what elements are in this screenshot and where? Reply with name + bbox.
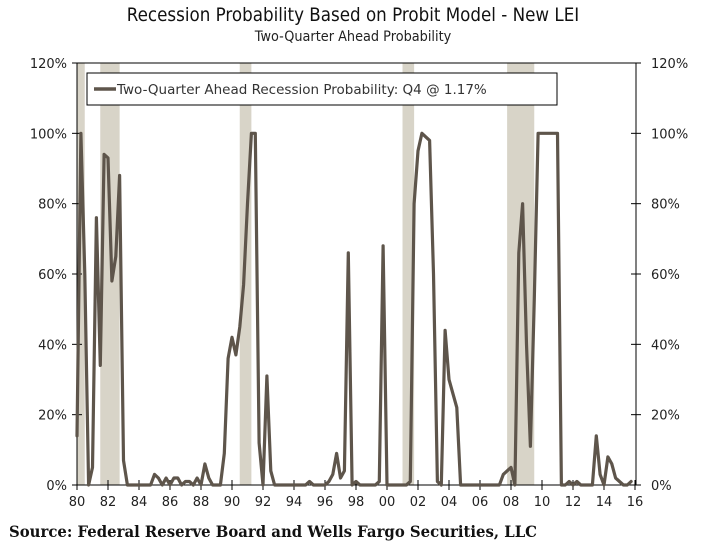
axes: 0% 0% 20% 20% 40% 40% 60% 60% 80% 80% 100% 100% 120%… (30, 57, 688, 510)
x-tick-label: 96 (317, 495, 334, 510)
series-layer (75, 131, 633, 487)
y-tick-label-right: 100% (651, 127, 688, 142)
y-tick-label-left: 0% (46, 479, 67, 494)
x-tick-label: 04 (441, 495, 458, 510)
y-tick-label-left: 120% (30, 57, 67, 72)
y-tick-label-right: 120% (651, 57, 688, 72)
y-tick-label-left: 20% (38, 409, 67, 424)
x-tick-label: 82 (100, 495, 117, 510)
x-tick-label: 86 (162, 495, 179, 510)
x-tick-label: 84 (131, 495, 148, 510)
x-tick-label: 16 (627, 495, 644, 510)
y-tick-label-left: 80% (38, 198, 67, 213)
recession-bands (77, 63, 535, 485)
x-tick-label: 98 (348, 495, 365, 510)
y-tick-label-left: 60% (38, 268, 67, 283)
x-tick-label: 06 (472, 495, 489, 510)
x-tick-label: 10 (534, 495, 551, 510)
x-tick-label: 00 (379, 495, 396, 510)
x-tick-label: 90 (224, 495, 241, 510)
y-tick-label-left: 40% (38, 338, 67, 353)
y-tick-label-right: 0% (651, 479, 672, 494)
x-tick-label: 80 (69, 495, 86, 510)
x-tick-label: 08 (503, 495, 520, 510)
x-tick-label: 12 (565, 495, 582, 510)
y-tick-label-right: 40% (651, 338, 680, 353)
y-tick-label-right: 60% (651, 268, 680, 283)
series-line (75, 131, 633, 487)
chart-subtitle: Two-Quarter Ahead Probability (254, 29, 452, 45)
y-tick-label-right: 80% (651, 198, 680, 213)
x-tick-label: 92 (255, 495, 272, 510)
recession-band (402, 63, 415, 485)
y-tick-label-left: 100% (30, 127, 67, 142)
x-tick-label: 88 (193, 495, 210, 510)
y-tick-label-right: 20% (651, 409, 680, 424)
legend: Two-Quarter Ahead Recession Probability:… (86, 72, 558, 106)
legend-entry-label: Two-Quarter Ahead Recession Probability:… (116, 82, 487, 98)
x-tick-label: 14 (596, 495, 613, 510)
x-tick-label: 02 (410, 495, 427, 510)
x-tick-label: 94 (286, 495, 303, 510)
chart-title: Recession Probability Based on Probit Mo… (126, 4, 580, 26)
source-note: Source: Federal Reserve Board and Wells … (9, 522, 538, 541)
legend-box (86, 72, 558, 106)
